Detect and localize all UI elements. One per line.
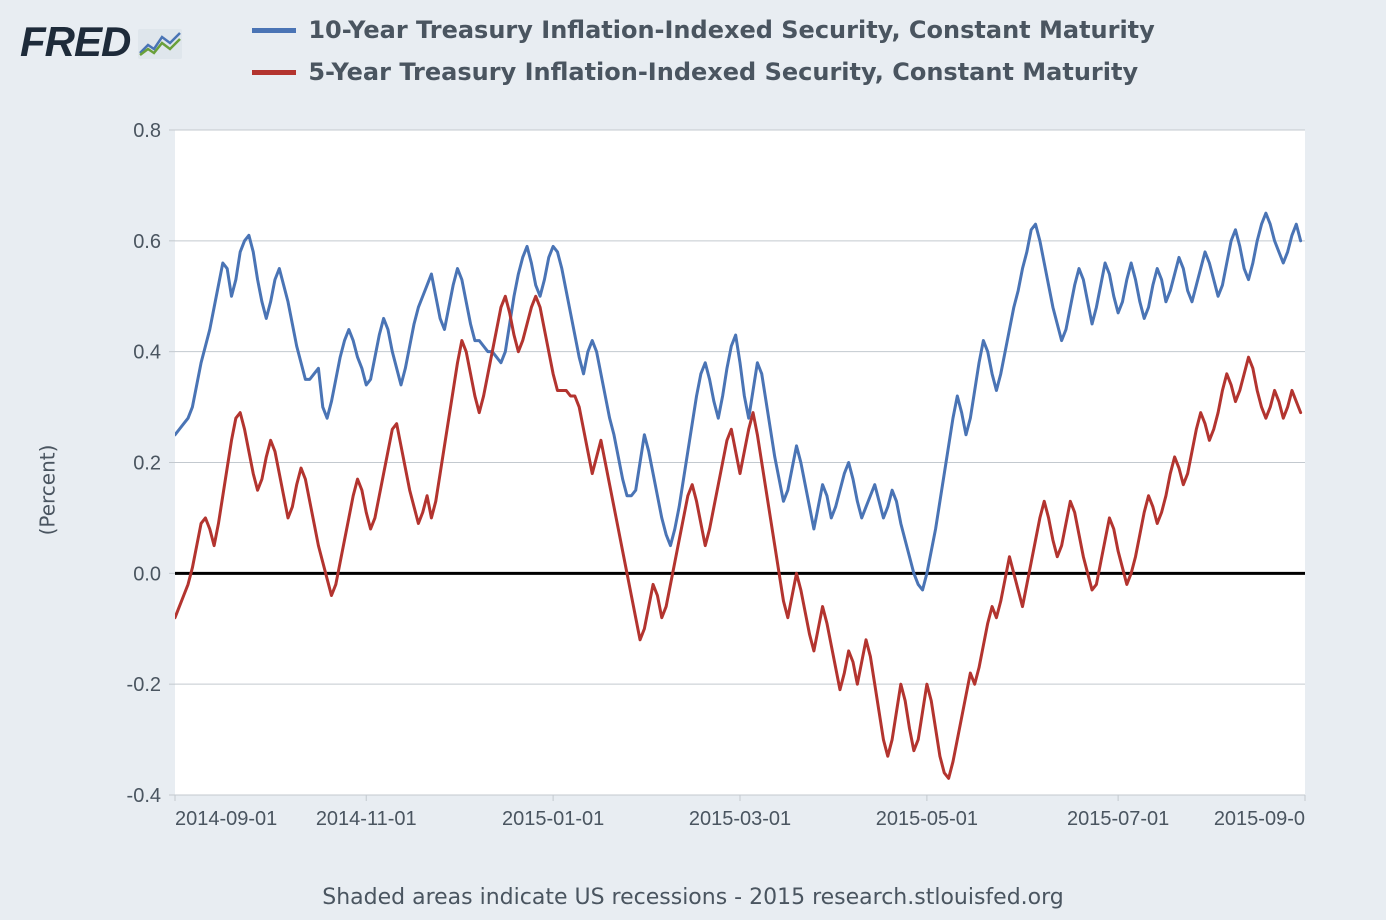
svg-text:2015-07-01: 2015-07-01 xyxy=(1067,808,1169,830)
fred-chart: FRED 10-Year Treasury Inflation-Indexed … xyxy=(0,0,1386,920)
logo-text: FRED xyxy=(20,18,130,66)
svg-text:0.6: 0.6 xyxy=(133,231,161,253)
logo-chart-icon xyxy=(138,29,182,59)
fred-logo: FRED xyxy=(20,18,182,66)
svg-text:2014-11-01: 2014-11-01 xyxy=(316,808,417,830)
y-axis-label: (Percent) xyxy=(35,445,59,536)
legend-swatch-1 xyxy=(252,70,296,75)
svg-text:2015-01-01: 2015-01-01 xyxy=(502,808,604,830)
svg-text:2015-09-0: 2015-09-0 xyxy=(1214,808,1305,830)
svg-text:0.2: 0.2 xyxy=(133,453,161,475)
legend-label-1: 5-Year Treasury Inflation-Indexed Securi… xyxy=(308,58,1138,86)
svg-text:0.0: 0.0 xyxy=(133,563,161,585)
svg-text:2015-05-01: 2015-05-01 xyxy=(876,808,978,830)
legend-swatch-0 xyxy=(252,28,296,33)
legend: 10-Year Treasury Inflation-Indexed Secur… xyxy=(252,16,1154,86)
legend-label-0: 10-Year Treasury Inflation-Indexed Secur… xyxy=(308,16,1154,44)
header: FRED 10-Year Treasury Inflation-Indexed … xyxy=(20,12,1366,86)
svg-text:0.4: 0.4 xyxy=(133,342,161,364)
svg-text:-0.4: -0.4 xyxy=(127,785,161,807)
svg-text:-0.2: -0.2 xyxy=(127,674,161,696)
chart-svg: -0.4 -0.2 0.0 0.2 0.4 0.6 0.8 2014-09-01 2014-11… xyxy=(0,110,1330,870)
legend-item-0: 10-Year Treasury Inflation-Indexed Secur… xyxy=(252,16,1154,44)
svg-text:0.8: 0.8 xyxy=(133,120,161,142)
plot-area: (Percent) -0.4 -0.2 0.0 0.2 0.4 0.6 0.8 2014-09… xyxy=(0,110,1386,870)
svg-text:2015-03-01: 2015-03-01 xyxy=(689,808,791,830)
footer-note: Shaded areas indicate US recessions - 20… xyxy=(0,885,1386,910)
svg-text:2014-09-01: 2014-09-01 xyxy=(175,808,277,830)
legend-item-1: 5-Year Treasury Inflation-Indexed Securi… xyxy=(252,58,1154,86)
